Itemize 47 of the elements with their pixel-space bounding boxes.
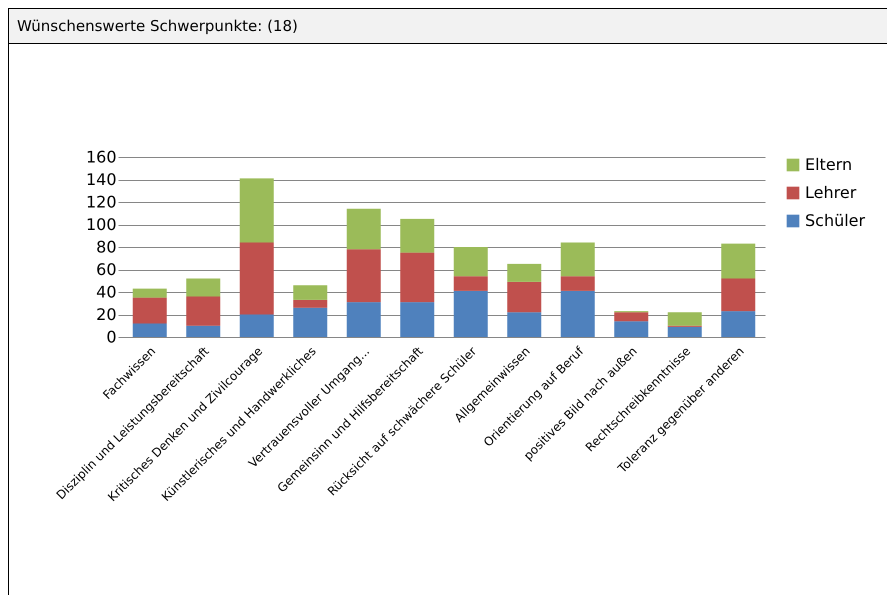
bar <box>507 312 542 337</box>
legend-label: Lehrer <box>805 183 857 202</box>
bar <box>240 242 274 314</box>
y-tick-label: 120 <box>86 192 116 212</box>
bar <box>721 244 756 278</box>
bar <box>721 311 756 337</box>
bar <box>186 326 220 337</box>
bar <box>560 276 595 291</box>
bar <box>614 312 648 322</box>
bar <box>240 314 274 337</box>
y-tick-label: 20 <box>96 305 116 324</box>
y-tick-label: 140 <box>86 170 116 189</box>
bar <box>346 249 381 302</box>
bar <box>614 321 648 337</box>
bar <box>400 252 434 302</box>
bar <box>240 178 274 242</box>
bar <box>293 285 328 300</box>
y-tick-label: 100 <box>86 215 116 234</box>
bar <box>454 276 488 291</box>
y-tick-label: 160 <box>86 148 116 166</box>
bar <box>132 298 167 324</box>
bar <box>293 300 328 308</box>
bar <box>721 278 756 312</box>
bar <box>293 308 328 337</box>
bar <box>346 208 381 250</box>
bar <box>507 264 542 282</box>
bar <box>454 247 488 276</box>
bar <box>454 290 488 337</box>
y-tick-label: 40 <box>96 282 116 302</box>
bar <box>507 282 542 312</box>
bar <box>560 290 595 337</box>
bar <box>186 278 220 296</box>
bar <box>668 326 702 337</box>
y-tick-label: 80 <box>96 238 116 256</box>
bar <box>560 242 595 276</box>
y-tick-label: 0 <box>106 328 116 346</box>
bar <box>346 302 381 337</box>
bar <box>132 324 167 337</box>
bar <box>400 218 434 253</box>
y-tick-label: 60 <box>96 260 116 279</box>
bar <box>400 302 434 337</box>
chart-title: Wünschenswerte Schwerpunkte: (18) <box>9 9 887 44</box>
bar <box>186 296 220 326</box>
legend-label: Schüler <box>805 211 866 230</box>
legend-label: Eltern <box>805 155 852 174</box>
bar <box>668 312 702 326</box>
bar <box>132 288 167 298</box>
